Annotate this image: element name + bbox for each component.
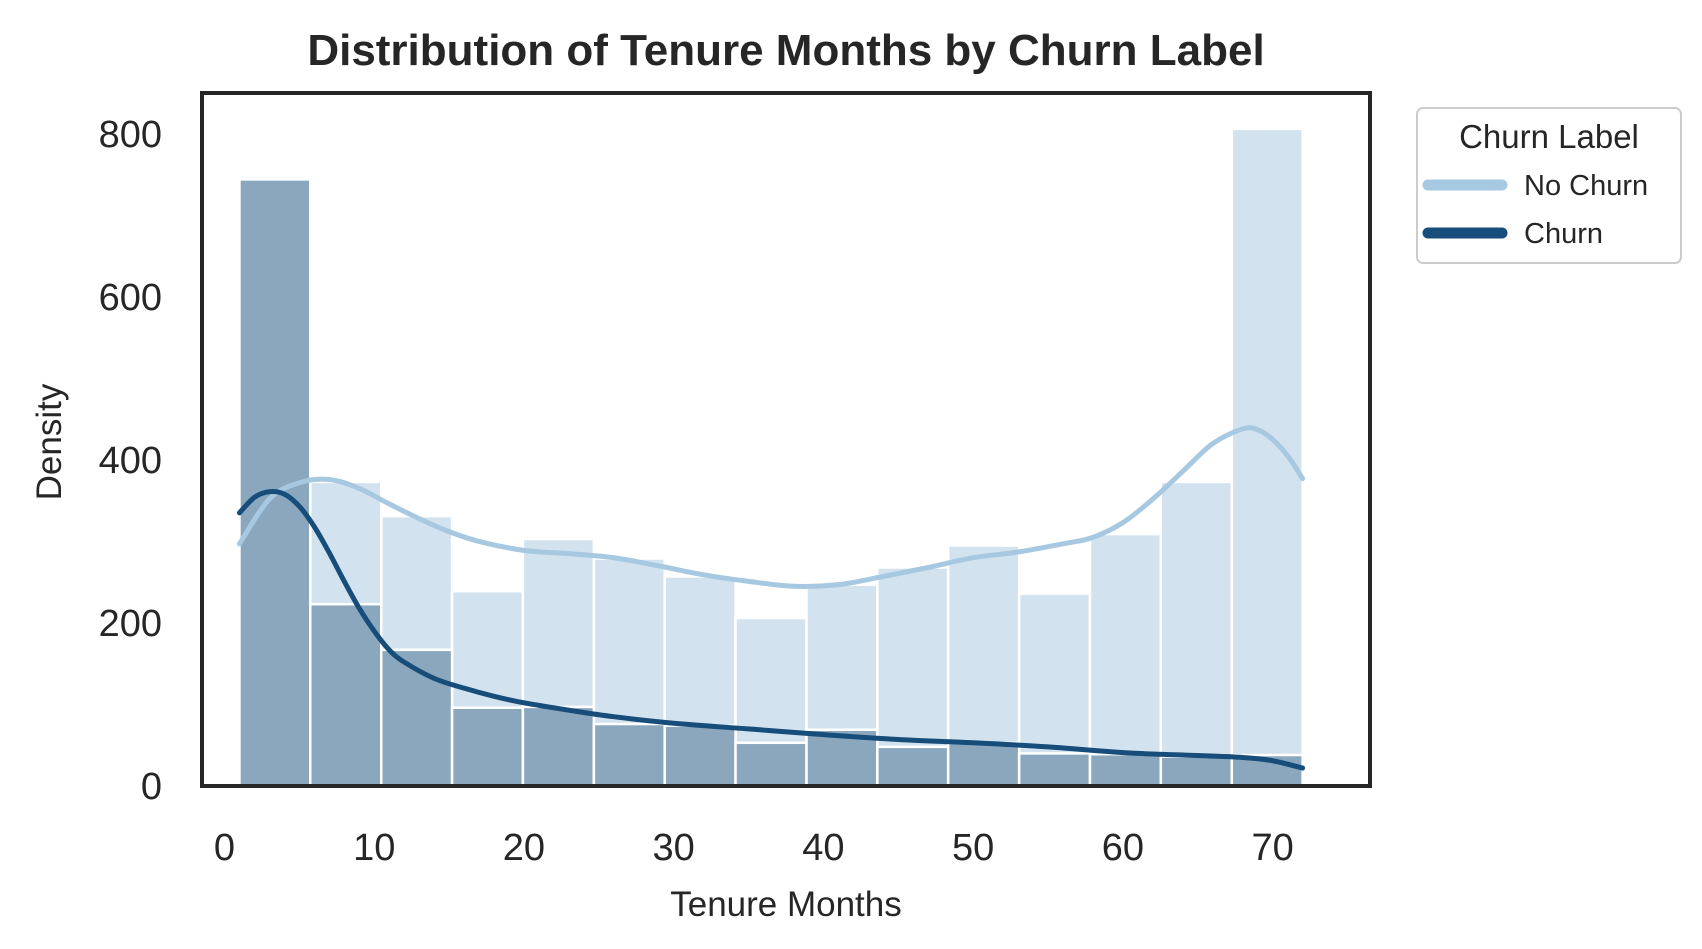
x-tick-label: 60: [1102, 827, 1144, 869]
x-axis-label: Tenure Months: [670, 885, 902, 924]
series-churn-bars: [238, 178, 1304, 788]
x-tick-label: 40: [802, 827, 844, 869]
legend-label-churn: Churn: [1524, 218, 1603, 250]
x-tick-label: 10: [353, 827, 395, 869]
y-tick-label: 600: [99, 277, 162, 319]
bar-churn-3: [450, 706, 525, 788]
x-tick-label: 30: [653, 827, 695, 869]
x-tick-label: 70: [1252, 827, 1294, 869]
bar-no-churn-12: [1088, 532, 1163, 788]
x-tick-label: 20: [503, 827, 545, 869]
kde-line-no-churn: [236, 425, 1306, 589]
legend-title: Churn Label: [1459, 118, 1639, 155]
x-axis-ticks: 0 10 20 30 40 50 60 70: [214, 827, 1294, 869]
bar-no-churn-14: [1230, 127, 1304, 788]
bar-no-churn-13: [1159, 480, 1234, 788]
chart-title: Distribution of Tenure Months by Churn L…: [307, 26, 1264, 75]
bar-churn-2: [379, 648, 454, 788]
kde-line-churn: [236, 488, 1306, 771]
bar-churn-1: [309, 602, 383, 788]
legend: Churn Label No Churn Churn: [1416, 107, 1682, 264]
bar-churn-7: [734, 741, 808, 788]
y-tick-label: 0: [141, 766, 162, 808]
bar-churn-0: [238, 178, 312, 788]
plot-frame: [200, 91, 1372, 788]
bar-churn-4: [521, 705, 596, 788]
x-tick-label: 0: [214, 827, 235, 869]
legend-label-no-churn: No Churn: [1524, 170, 1648, 202]
y-tick-label: 400: [99, 440, 162, 482]
y-axis-label: Density: [30, 383, 69, 500]
y-axis-ticks: 0 200 400 600 800: [99, 114, 162, 808]
plot-area: [236, 127, 1306, 788]
bar-churn-13: [1159, 755, 1234, 788]
legend-box: [1416, 107, 1682, 264]
bar-churn-10: [946, 741, 1021, 788]
bar-churn-5: [592, 722, 666, 788]
x-tick-label: 50: [952, 827, 994, 869]
y-tick-label: 200: [99, 603, 162, 645]
bar-churn-12: [1088, 752, 1163, 788]
bar-churn-6: [663, 724, 737, 788]
bar-churn-9: [876, 745, 950, 788]
y-tick-label: 800: [99, 114, 162, 156]
bar-churn-11: [1017, 752, 1092, 788]
